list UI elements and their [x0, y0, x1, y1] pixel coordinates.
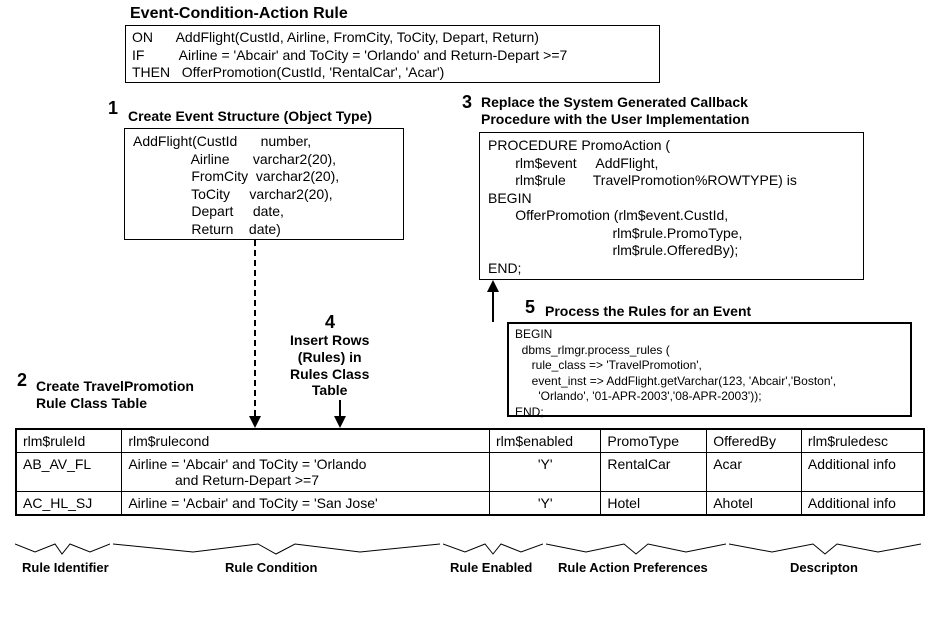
label-rule-condition: Rule Condition — [225, 560, 317, 575]
th-ruleid: rlm$ruleId — [16, 429, 122, 453]
step1-title: Create Event Structure (Object Type) — [128, 108, 372, 124]
step1-body: AddFlight(CustId number, Airline varchar… — [133, 133, 395, 238]
label-rule-identifier: Rule Identifier — [22, 560, 109, 575]
cell-rulecond: Airline = 'Acbair' and ToCity = 'San Jos… — [122, 492, 490, 516]
th-offeredby: OfferedBy — [707, 429, 802, 453]
arrow-step4-to-table — [330, 400, 350, 430]
arrow-step1-to-table — [245, 240, 265, 430]
eca-line-2: THEN OfferPromotion(CustId, 'RentalCar',… — [132, 64, 653, 82]
brace-rule-action — [546, 542, 726, 560]
th-ruledesc: rlm$ruledesc — [801, 429, 924, 453]
cell-promotype: RentalCar — [601, 453, 707, 492]
arrow-step5-to-step3 — [483, 280, 503, 322]
step1-number: 1 — [108, 98, 118, 119]
th-promotype: PromoType — [601, 429, 707, 453]
cell-ruleid: AB_AV_FL — [16, 453, 122, 492]
step3-number: 3 — [462, 92, 472, 113]
rules-table: rlm$ruleId rlm$rulecond rlm$enabled Prom… — [15, 428, 925, 516]
cell-rulecond: Airline = 'Abcair' and ToCity = 'Orlando… — [122, 453, 490, 492]
table-header-row: rlm$ruleId rlm$rulecond rlm$enabled Prom… — [16, 429, 924, 453]
step2-number: 2 — [17, 370, 27, 391]
cell-enabled: 'Y' — [489, 492, 600, 516]
step5-number: 5 — [525, 297, 535, 318]
step3-box: PROCEDURE PromoAction ( rlm$event AddFli… — [479, 132, 864, 280]
eca-rule-box: ON AddFlight(CustId, Airline, FromCity, … — [125, 25, 660, 83]
step4-number: 4 — [325, 312, 335, 333]
brace-description — [729, 542, 921, 560]
eca-line-0: ON AddFlight(CustId, Airline, FromCity, … — [132, 29, 653, 47]
cell-enabled: 'Y' — [489, 453, 600, 492]
step5-body: BEGIN dbms_rlmgr.process_rules ( rule_cl… — [515, 327, 904, 421]
th-enabled: rlm$enabled — [489, 429, 600, 453]
eca-line-1: IF Airline = 'Abcair' and ToCity = 'Orla… — [132, 47, 653, 65]
step5-title: Process the Rules for an Event — [545, 303, 751, 319]
step3-title: Replace the System Generated Callback Pr… — [481, 94, 749, 128]
brace-rule-condition — [113, 542, 440, 560]
header-title: Event-Condition-Action Rule — [130, 5, 348, 23]
step3-body: PROCEDURE PromoAction ( rlm$event AddFli… — [488, 137, 855, 277]
brace-rule-enabled — [443, 542, 543, 560]
table-row: AC_HL_SJ Airline = 'Acbair' and ToCity =… — [16, 492, 924, 516]
step4-title: Insert Rows (Rules) in Rules Class Table — [290, 332, 369, 399]
cell-ruledesc: Additional info — [801, 492, 924, 516]
table-row: AB_AV_FL Airline = 'Abcair' and ToCity =… — [16, 453, 924, 492]
brace-rule-identifier — [15, 542, 110, 560]
th-rulecond: rlm$rulecond — [122, 429, 490, 453]
step2-title: Create TravelPromotion Rule Class Table — [36, 378, 194, 412]
label-rule-enabled: Rule Enabled — [450, 560, 532, 575]
cell-promotype: Hotel — [601, 492, 707, 516]
cell-ruledesc: Additional info — [801, 453, 924, 492]
step1-box: AddFlight(CustId number, Airline varchar… — [124, 128, 404, 240]
label-rule-action: Rule Action Preferences — [558, 560, 708, 575]
cell-offeredby: Acar — [707, 453, 802, 492]
cell-ruleid: AC_HL_SJ — [16, 492, 122, 516]
cell-offeredby: Ahotel — [707, 492, 802, 516]
step5-box: BEGIN dbms_rlmgr.process_rules ( rule_cl… — [507, 322, 912, 417]
label-description: Descripton — [790, 560, 858, 575]
